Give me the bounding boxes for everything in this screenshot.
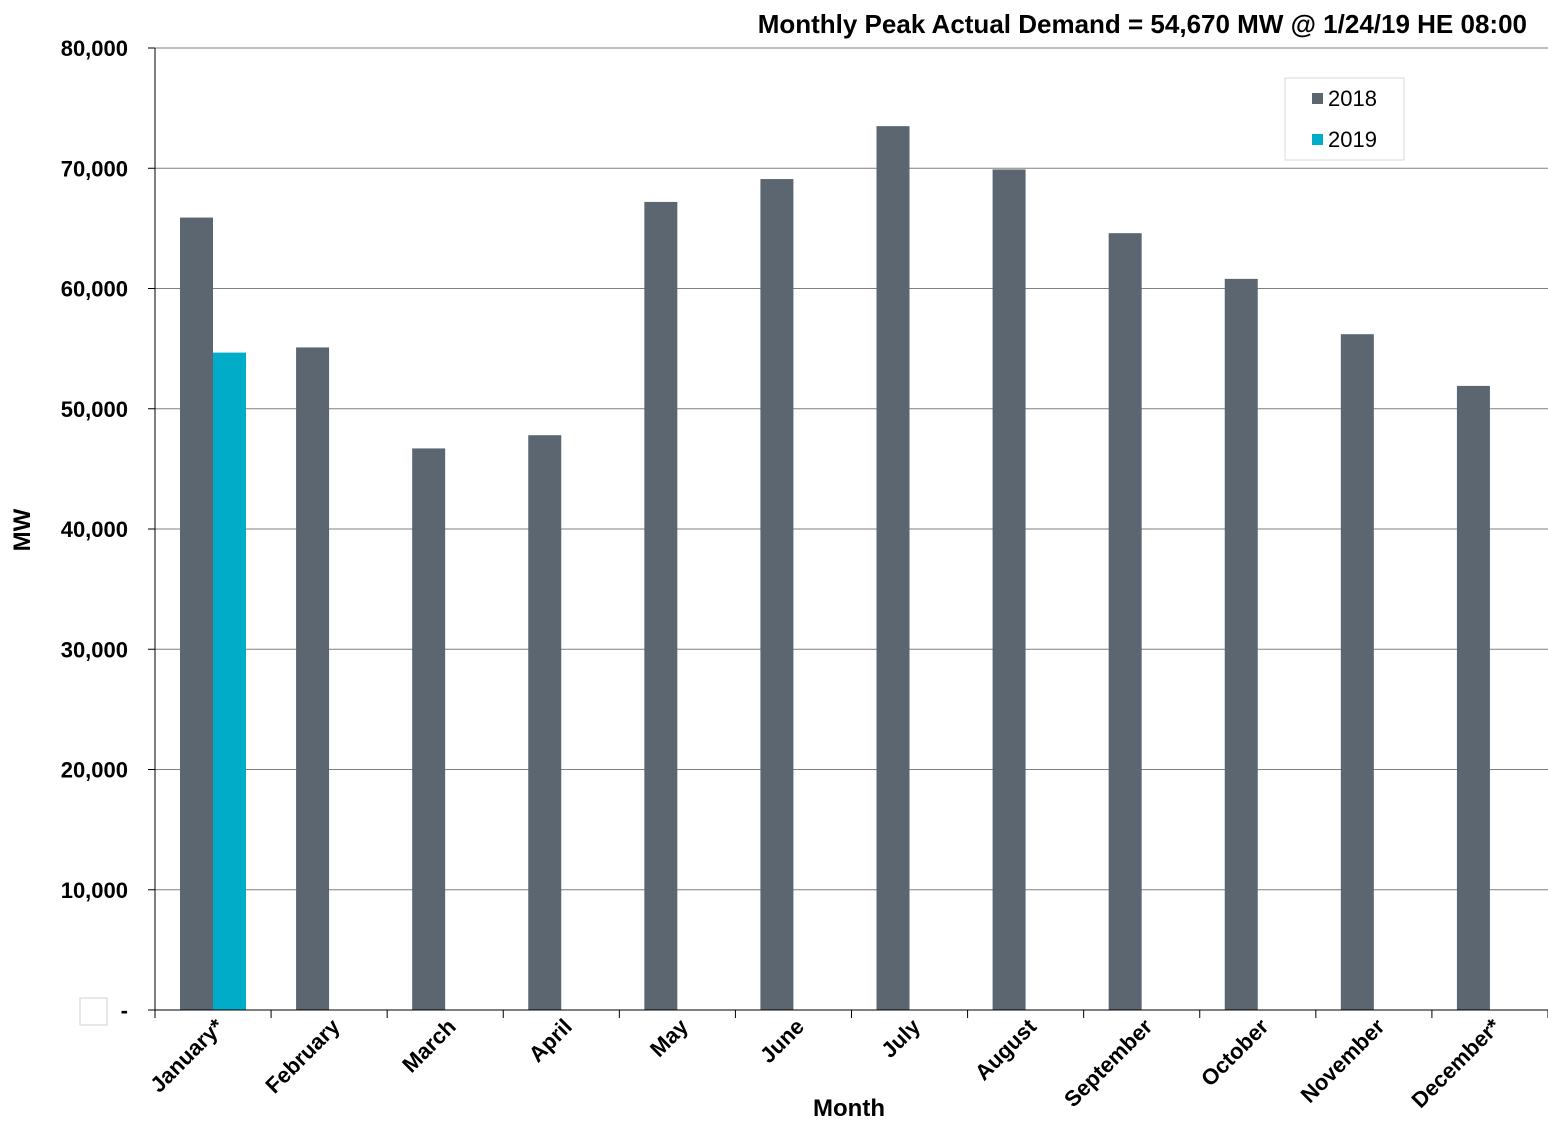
bar-2018-september (1108, 233, 1142, 1010)
x-tick-label: January* (145, 1014, 229, 1098)
gridlines (155, 47, 1548, 891)
y-tick-label: 40,000 (61, 517, 128, 542)
blank-legend-key (79, 997, 108, 1026)
bar-2018-august (992, 169, 1026, 1010)
x-tick-label: October (1196, 1014, 1274, 1092)
x-tick-label: November (1296, 1014, 1390, 1108)
x-tick-label: September (1059, 1014, 1157, 1112)
x-tick-label: February (260, 1013, 345, 1098)
bar-2018-october (1224, 278, 1258, 1010)
x-tick-label: July (876, 1013, 925, 1062)
bar-2018-november (1340, 334, 1374, 1010)
legend-label-2018: 2018 (1328, 86, 1377, 111)
bar-2018-february (296, 347, 330, 1010)
bar-2018-may (644, 201, 678, 1011)
bar-2018-june (760, 179, 794, 1010)
y-tick-label: 50,000 (61, 397, 128, 422)
x-axis-title: Month (813, 1095, 885, 1122)
x-tick-label: December* (1407, 1014, 1506, 1113)
bar-2018-january (180, 217, 213, 1011)
y-tick-label: 70,000 (61, 156, 128, 181)
y-tick-label: - (121, 998, 128, 1023)
legend-label-2019: 2019 (1328, 127, 1377, 152)
y-tick-label: 20,000 (61, 758, 128, 783)
y-tick-label: 80,000 (61, 36, 128, 61)
y-tick-label: 60,000 (61, 277, 128, 302)
bar-2018-march (412, 448, 446, 1010)
x-tick-label: August (970, 1013, 1042, 1085)
bar-2018-december (1456, 385, 1490, 1011)
y-axis-ticks: - 10,000 20,000 30,000 40,000 50,000 60,000 70,… (61, 36, 155, 1023)
x-tick-label: March (397, 1014, 460, 1077)
x-tick-label: April (524, 1014, 577, 1067)
legend-swatch-2019 (1312, 134, 1323, 145)
legend-box (1284, 77, 1405, 161)
chart-title: Monthly Peak Actual Demand = 54,670 MW @… (758, 9, 1527, 39)
x-tick-label: June (755, 1014, 809, 1068)
legend-swatch-2018 (1312, 93, 1323, 104)
bars (180, 126, 1490, 1011)
x-tick-label: May (645, 1013, 693, 1061)
x-axis: January* February March April May June July Aug… (145, 48, 1548, 1113)
y-tick-label: 10,000 (61, 878, 128, 903)
y-tick-label: 30,000 (61, 637, 128, 662)
bar-2019-january (213, 352, 246, 1010)
y-axis-title: MW (9, 508, 36, 551)
bar-2018-july (876, 126, 910, 1011)
legend: 2018 2019 (1284, 77, 1405, 161)
bar-2018-april (528, 435, 562, 1011)
